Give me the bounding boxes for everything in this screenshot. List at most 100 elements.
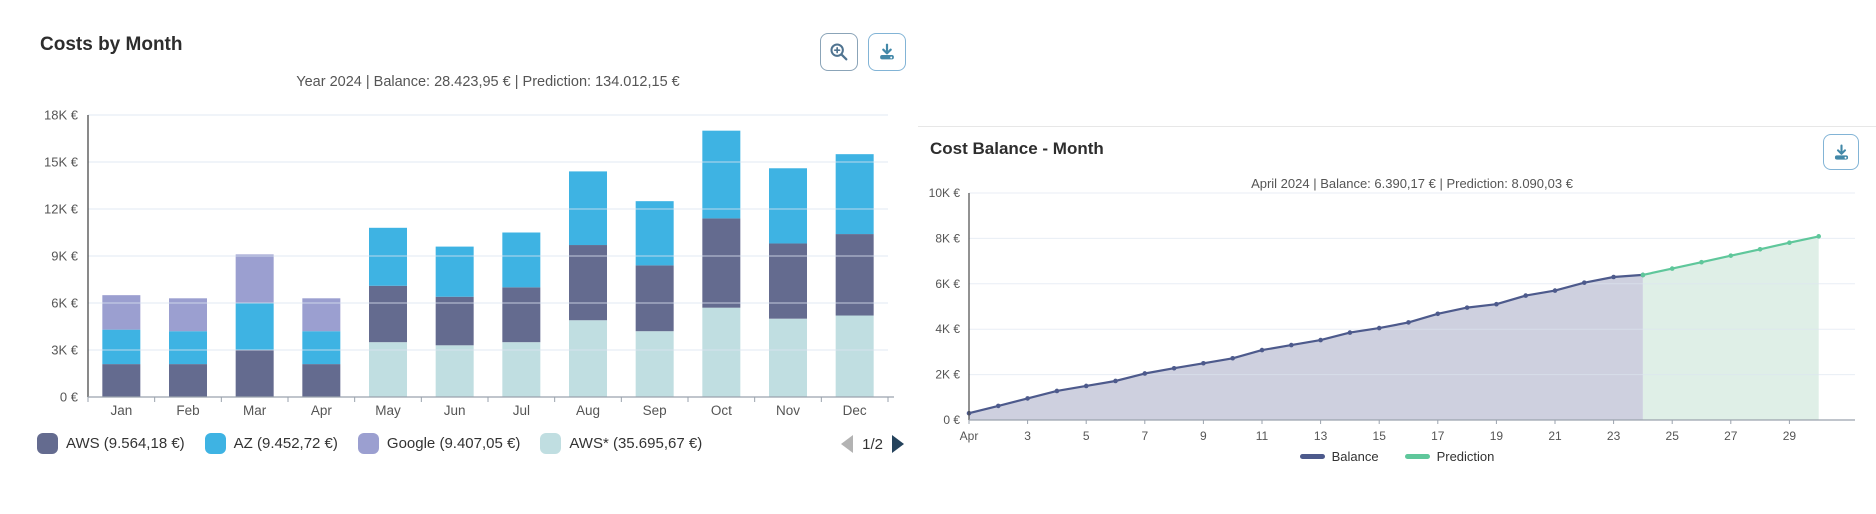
bar-segment-oct[interactable]: [702, 218, 741, 308]
legend-item-az[interactable]: AZ (9.452,72 €): [204, 433, 338, 454]
bar-segment-feb[interactable]: [169, 298, 207, 332]
data-point-balance[interactable]: [1201, 360, 1206, 366]
data-point-balance[interactable]: [1025, 396, 1030, 401]
legend-item-aws[interactable]: AWS* (35.695,67 €): [540, 433, 702, 454]
legend-item-balance[interactable]: Balance: [1299, 449, 1379, 464]
bar-segment-jan[interactable]: [102, 364, 141, 397]
legend-swatch: [357, 433, 379, 454]
data-point-prediction[interactable]: [1640, 272, 1646, 278]
cost-balance-toolbar: [1823, 134, 1859, 170]
data-point-balance[interactable]: [1347, 330, 1353, 335]
axis-tick-label: 11: [1256, 429, 1269, 443]
legend-item-aws[interactable]: AWS (9.564,18 €): [37, 433, 185, 454]
zoom-button[interactable]: [820, 33, 858, 71]
axis-tick-label: 17: [1431, 429, 1445, 443]
bar-segment-aug[interactable]: [569, 171, 607, 246]
data-point-balance[interactable]: [1464, 305, 1470, 310]
legend-swatch: [204, 433, 226, 454]
bar-segment-nov[interactable]: [769, 243, 807, 319]
bar-segment-may[interactable]: [369, 342, 407, 397]
data-point-balance[interactable]: [1611, 274, 1616, 280]
legend-label: Google (9.407,05 €): [386, 435, 521, 452]
download-button[interactable]: [1823, 134, 1859, 170]
bar-segment-jan[interactable]: [102, 295, 141, 330]
axis-tick-label: 15K €: [44, 155, 79, 170]
bar-segment-jun[interactable]: [435, 246, 474, 297]
legend-swatch: [540, 433, 562, 454]
bar-segment-sep[interactable]: [635, 201, 674, 266]
bar-segment-feb[interactable]: [169, 331, 207, 365]
axis-tick-label: 0 €: [60, 390, 79, 405]
data-point-balance[interactable]: [1259, 347, 1265, 353]
data-point-prediction[interactable]: [1699, 259, 1704, 265]
bar-segment-may[interactable]: [369, 285, 407, 343]
bar-segment-aug[interactable]: [569, 245, 607, 321]
bar-segment-sep[interactable]: [635, 331, 674, 397]
data-point-prediction[interactable]: [1728, 253, 1734, 258]
data-point-prediction[interactable]: [1757, 246, 1763, 252]
data-point-balance[interactable]: [1552, 288, 1558, 293]
data-point-balance[interactable]: [1142, 371, 1148, 376]
data-point-balance[interactable]: [1230, 355, 1235, 361]
axis-tick-label: 5: [1083, 429, 1090, 443]
bar-segment-jun[interactable]: [435, 345, 474, 397]
data-point-balance[interactable]: [1113, 378, 1118, 384]
area-fill-balance: [969, 274, 1643, 420]
legend-item-google[interactable]: Google (9.407,05 €): [357, 433, 521, 454]
bar-segment-mar[interactable]: [235, 303, 274, 350]
bar-segment-jul[interactable]: [502, 342, 541, 397]
data-point-balance[interactable]: [1582, 280, 1587, 285]
data-point-balance[interactable]: [1318, 337, 1323, 343]
legend-item-prediction[interactable]: Prediction: [1404, 449, 1494, 464]
legend-prev-page-icon[interactable]: [841, 435, 854, 453]
axis-tick-label: May: [375, 403, 401, 418]
data-point-prediction[interactable]: [1669, 266, 1675, 271]
data-point-prediction[interactable]: [1816, 234, 1821, 239]
data-point-balance[interactable]: [1083, 383, 1089, 389]
legend-swatch: [1404, 454, 1430, 459]
data-point-balance[interactable]: [1054, 388, 1060, 394]
data-point-balance[interactable]: [996, 403, 1001, 409]
axis-tick-label: 12K €: [44, 202, 79, 217]
bar-segment-apr[interactable]: [302, 331, 341, 365]
bar-segment-oct[interactable]: [702, 130, 741, 219]
data-point-balance[interactable]: [1171, 365, 1177, 371]
magnifier-plus-icon: [828, 41, 850, 63]
bar-segment-nov[interactable]: [769, 168, 807, 244]
axis-tick-label: Mar: [243, 403, 267, 418]
axis-tick-label: Nov: [776, 403, 800, 418]
download-button[interactable]: [868, 33, 906, 71]
data-point-balance[interactable]: [1376, 325, 1382, 331]
bar-segment-nov[interactable]: [769, 318, 807, 397]
data-point-prediction[interactable]: [1787, 240, 1792, 246]
cost-balance-panel: Cost Balance - Month April 2024 | Balanc…: [918, 126, 1876, 514]
bar-segment-apr[interactable]: [302, 298, 341, 332]
data-point-balance[interactable]: [1523, 293, 1528, 298]
bar-segment-jan[interactable]: [102, 329, 141, 365]
bar-segment-dec[interactable]: [835, 315, 874, 397]
bar-segment-oct[interactable]: [702, 307, 741, 397]
bar-segment-jul[interactable]: [502, 287, 541, 343]
bar-segment-apr[interactable]: [302, 364, 341, 397]
legend-swatch: [37, 433, 58, 454]
bar-segment-sep[interactable]: [635, 265, 674, 332]
data-point-balance[interactable]: [1289, 342, 1294, 348]
bar-segment-mar[interactable]: [235, 254, 274, 303]
bar-segment-dec[interactable]: [835, 154, 874, 235]
bar-segment-may[interactable]: [369, 227, 407, 286]
bar-segment-jun[interactable]: [435, 296, 474, 346]
axis-tick-label: Apr: [960, 429, 979, 443]
bar-segment-dec[interactable]: [835, 234, 874, 316]
legend-next-page-icon[interactable]: [892, 435, 904, 453]
axis-tick-label: 3: [1024, 429, 1031, 443]
bar-segment-jul[interactable]: [502, 232, 541, 288]
legend-label: AZ (9.452,72 €): [233, 435, 338, 452]
data-point-balance[interactable]: [1494, 301, 1499, 307]
bar-segment-feb[interactable]: [169, 364, 207, 397]
bar-segment-mar[interactable]: [235, 350, 274, 397]
axis-tick-label: Jan: [110, 403, 132, 418]
data-point-balance[interactable]: [1435, 311, 1441, 317]
data-point-balance[interactable]: [1406, 320, 1411, 325]
bar-segment-aug[interactable]: [569, 320, 607, 397]
axis-tick-label: Oct: [711, 403, 732, 418]
